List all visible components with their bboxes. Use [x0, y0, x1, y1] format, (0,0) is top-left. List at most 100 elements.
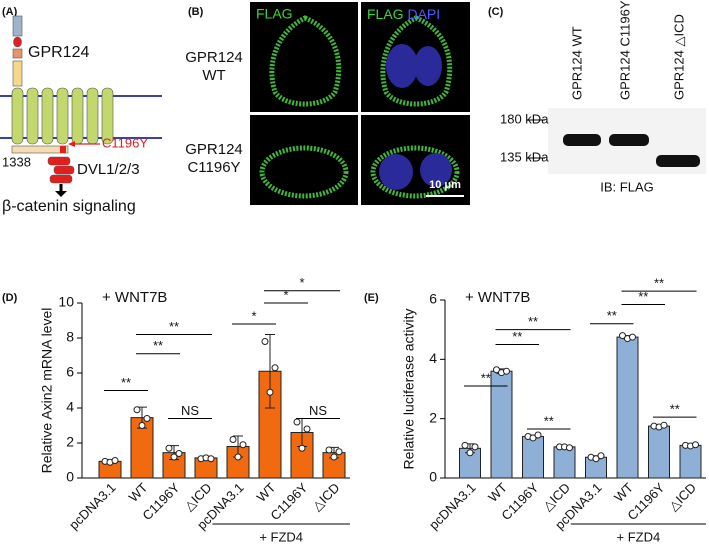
data-point	[303, 425, 311, 433]
data-point	[629, 333, 636, 341]
row-label: WT	[202, 67, 225, 84]
y-tick-label: 0	[429, 469, 437, 485]
mutation-label: C1196Y	[102, 135, 148, 150]
data-point	[170, 453, 178, 461]
x-tick-label: WT	[126, 480, 151, 505]
panel-a: (A) GPR124 C1196Y 1338 DVL1/2/3 β-cateni…	[0, 6, 162, 215]
data-point	[466, 449, 474, 457]
bar	[522, 435, 544, 479]
y-tick-label: 0	[66, 469, 74, 485]
significance-label: *	[251, 308, 256, 323]
row-label: GPR124	[185, 141, 243, 158]
cell-stain	[259, 15, 460, 199]
row-label: GPR124	[185, 49, 243, 66]
panel-label: (D)	[2, 292, 18, 304]
bar	[490, 370, 513, 479]
protein-label: GPR124	[28, 44, 89, 61]
data-point	[619, 332, 626, 340]
chart-title: + WNT7B	[465, 289, 530, 306]
data-point	[325, 446, 333, 454]
domain	[12, 60, 23, 87]
y-tick-label: 4	[429, 350, 437, 366]
channel-label: FLAG	[256, 6, 293, 22]
residue-label: 1338	[2, 154, 31, 169]
panel-b: (B) GPR124 WT GPR124 C1196Y FLAG FLAG DA…	[185, 2, 470, 205]
x-tick-label: WT	[611, 480, 636, 505]
significance-label: **	[670, 402, 680, 417]
domain	[12, 15, 23, 37]
panel-c: (C) GPR124 WT GPR124 C1196Y GPR124 △ICD …	[488, 0, 706, 194]
data-point	[234, 453, 242, 461]
data-point	[165, 444, 173, 452]
mutation-site	[60, 146, 66, 153]
y-tick-label: 10	[58, 294, 74, 310]
significance-label: NS	[309, 403, 327, 418]
data-point	[138, 422, 146, 429]
partner-label: DVL1/2/3	[77, 161, 140, 178]
channel-label: FLAG DAPI	[367, 6, 440, 22]
bar	[616, 336, 639, 479]
data-point	[133, 406, 141, 414]
data-point	[335, 448, 343, 456]
data-point	[207, 455, 215, 463]
significance-label: **	[528, 314, 538, 329]
row-label: C1196Y	[187, 159, 240, 176]
scale-label: 10 μm	[429, 179, 461, 191]
lane-label: GPR124 WT	[569, 26, 584, 100]
data-point	[529, 434, 537, 442]
y-tick-label: 6	[429, 291, 437, 307]
data-point	[271, 364, 279, 372]
charts: (D) + WNT7B Relative Axin2 mRNA level 0 2 4 6 8…	[2, 275, 706, 544]
significance-label: **	[544, 413, 554, 428]
y-tick-label: 6	[66, 364, 74, 380]
band	[609, 134, 649, 146]
significance-label: NS	[181, 403, 199, 418]
y-tick-label: 4	[66, 399, 74, 415]
x-tick-label: △ICD	[309, 480, 343, 514]
x-tick-label: pcDNA3.1	[426, 480, 479, 533]
group-label: + FZD4	[259, 529, 303, 544]
band	[563, 134, 601, 146]
data-point	[175, 450, 183, 457]
marker-label: 180 kDa	[500, 111, 549, 126]
caption: IB: FLAG	[600, 179, 653, 194]
lane-label: GPR124 △ICD	[671, 14, 686, 100]
panel-label: (E)	[364, 292, 379, 304]
bar	[553, 446, 576, 479]
data-point	[111, 457, 119, 464]
channel-label: DAPI	[407, 6, 440, 22]
lane-label: GPR124 C1196Y	[617, 0, 632, 100]
data-point	[330, 453, 338, 461]
dvl	[47, 156, 71, 166]
panel-label: (C)	[488, 6, 504, 18]
significance-label: **	[638, 289, 648, 304]
bar	[679, 444, 702, 479]
band	[656, 155, 700, 167]
data-point	[503, 367, 510, 375]
x-tick-label: △ICD	[666, 480, 700, 514]
data-point	[534, 431, 542, 439]
helices	[11, 87, 114, 145]
x-tick-label: WT	[254, 480, 279, 505]
data-point	[229, 436, 237, 443]
data-point	[266, 388, 274, 396]
channel-label: FLAG	[367, 6, 404, 22]
significance-label: *	[283, 287, 288, 302]
y-tick-label: 8	[66, 329, 74, 345]
dvl	[53, 165, 75, 175]
data-point	[597, 452, 605, 460]
data-point	[298, 444, 306, 452]
data-point	[239, 441, 247, 449]
bar	[648, 425, 670, 479]
group-label: + FZD4	[617, 529, 661, 544]
data-point	[493, 366, 500, 374]
x-tick-label: WT	[485, 480, 510, 505]
dvl	[49, 174, 73, 184]
significance-label: **	[169, 319, 179, 334]
tail	[11, 145, 69, 154]
y-axis-label: Relative luciferase activity	[401, 308, 417, 469]
significance-label: **	[121, 375, 131, 390]
y-tick-label: 2	[429, 409, 437, 425]
output-label: β-catenin signaling	[2, 198, 136, 215]
